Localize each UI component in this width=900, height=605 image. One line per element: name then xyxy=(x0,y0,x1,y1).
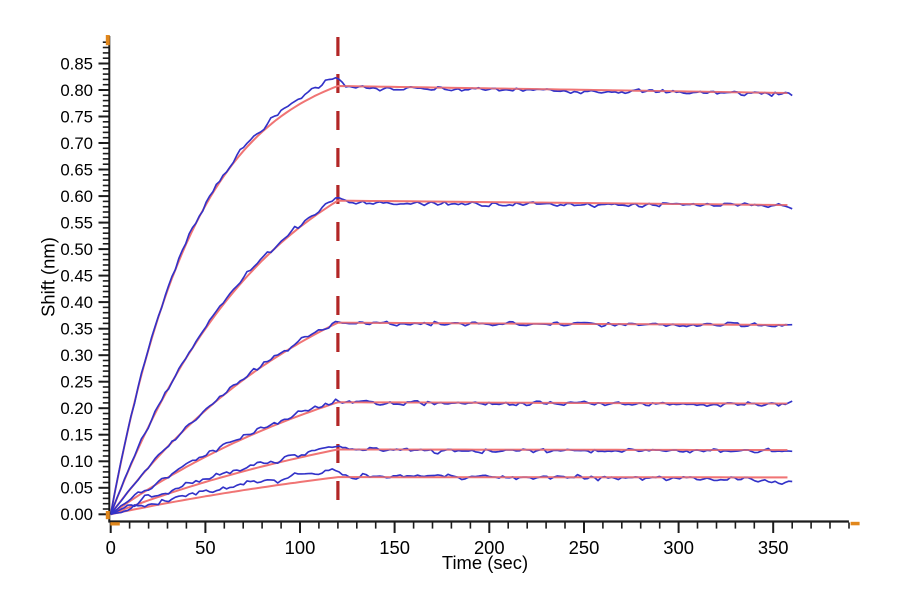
svg-text:0.15: 0.15 xyxy=(60,426,93,445)
svg-text:Time (sec): Time (sec) xyxy=(442,552,528,573)
svg-text:0.45: 0.45 xyxy=(60,266,93,285)
svg-text:0.60: 0.60 xyxy=(60,187,93,206)
svg-text:0.55: 0.55 xyxy=(60,213,93,232)
svg-text:0.20: 0.20 xyxy=(60,399,93,418)
svg-text:0.25: 0.25 xyxy=(60,373,93,392)
svg-text:250: 250 xyxy=(569,537,600,558)
svg-text:100: 100 xyxy=(285,537,316,558)
svg-text:150: 150 xyxy=(379,537,410,558)
svg-text:0.50: 0.50 xyxy=(60,240,93,259)
svg-text:Shift (nm): Shift (nm) xyxy=(38,237,59,317)
svg-text:0.65: 0.65 xyxy=(60,160,93,179)
svg-text:300: 300 xyxy=(663,537,694,558)
svg-text:50: 50 xyxy=(195,537,215,558)
svg-text:350: 350 xyxy=(758,537,789,558)
svg-text:0.00: 0.00 xyxy=(60,505,93,524)
svg-text:0.75: 0.75 xyxy=(60,107,93,126)
svg-text:0.05: 0.05 xyxy=(60,479,93,498)
svg-text:0.85: 0.85 xyxy=(60,54,93,73)
svg-text:0.40: 0.40 xyxy=(60,293,93,312)
svg-text:0.70: 0.70 xyxy=(60,134,93,153)
svg-text:200: 200 xyxy=(474,537,505,558)
svg-text:0.30: 0.30 xyxy=(60,346,93,365)
svg-text:0: 0 xyxy=(106,537,116,558)
svg-text:0.80: 0.80 xyxy=(60,81,93,100)
svg-text:0.35: 0.35 xyxy=(60,320,93,339)
svg-text:0.10: 0.10 xyxy=(60,452,93,471)
